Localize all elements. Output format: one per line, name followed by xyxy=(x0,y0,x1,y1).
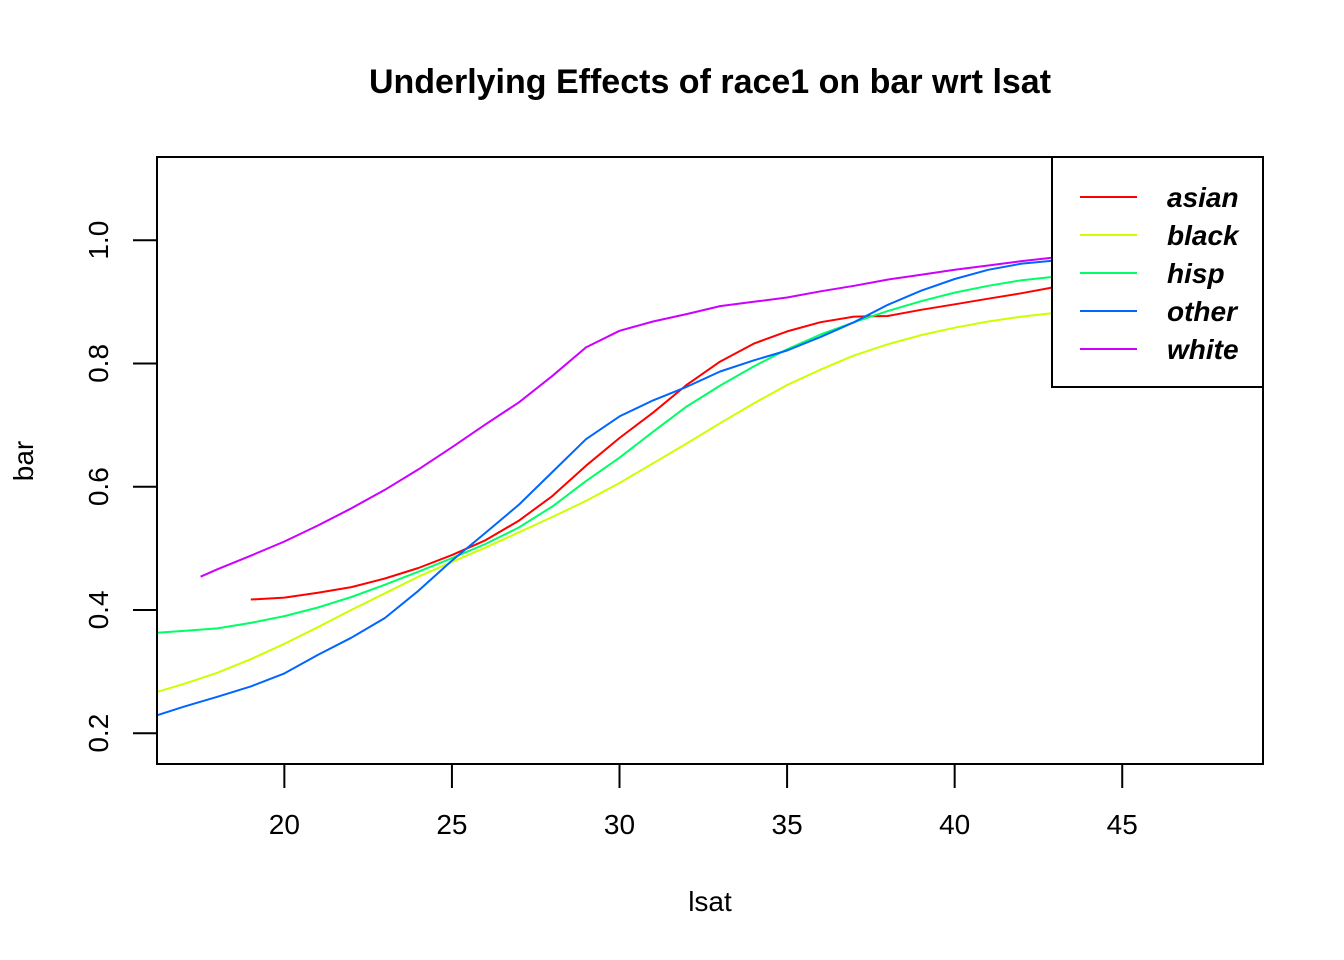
y-axis-label: bar xyxy=(8,441,39,481)
x-axis: 20 25 30 35 40 45 xyxy=(269,763,1138,840)
x-tick-label: 25 xyxy=(436,809,467,840)
series-line-asian xyxy=(250,286,1056,601)
legend-entries: asian black hisp other white xyxy=(1080,182,1240,365)
y-tick-label: 0.8 xyxy=(83,344,114,383)
x-tick-label: 20 xyxy=(269,809,300,840)
series-line-white xyxy=(200,256,1056,578)
series-line-hisp xyxy=(156,275,1056,634)
legend-label-white: white xyxy=(1167,334,1239,365)
series-layer xyxy=(156,256,1056,717)
x-tick-label: 30 xyxy=(604,809,635,840)
series-line-black xyxy=(156,311,1056,693)
legend-label-hisp: hisp xyxy=(1167,258,1225,289)
legend-label-asian: asian xyxy=(1167,182,1239,213)
legend-label-black: black xyxy=(1167,220,1240,251)
legend: asian black hisp other white xyxy=(1051,156,1264,388)
series-line-other xyxy=(156,259,1056,717)
chart-title: Underlying Effects of race1 on bar wrt l… xyxy=(369,63,1051,101)
x-tick-label: 40 xyxy=(939,809,970,840)
x-axis-label: lsat xyxy=(688,886,732,917)
legend-label-other: other xyxy=(1167,296,1239,327)
x-tick-label: 45 xyxy=(1107,809,1138,840)
y-tick-label: 0.2 xyxy=(83,714,114,753)
y-tick-label: 0.6 xyxy=(83,467,114,506)
y-tick-label: 1.0 xyxy=(83,221,114,260)
y-axis: 0.2 0.4 0.6 0.8 1.0 xyxy=(83,221,158,753)
x-tick-label: 35 xyxy=(772,809,803,840)
y-tick-label: 0.4 xyxy=(83,590,114,629)
